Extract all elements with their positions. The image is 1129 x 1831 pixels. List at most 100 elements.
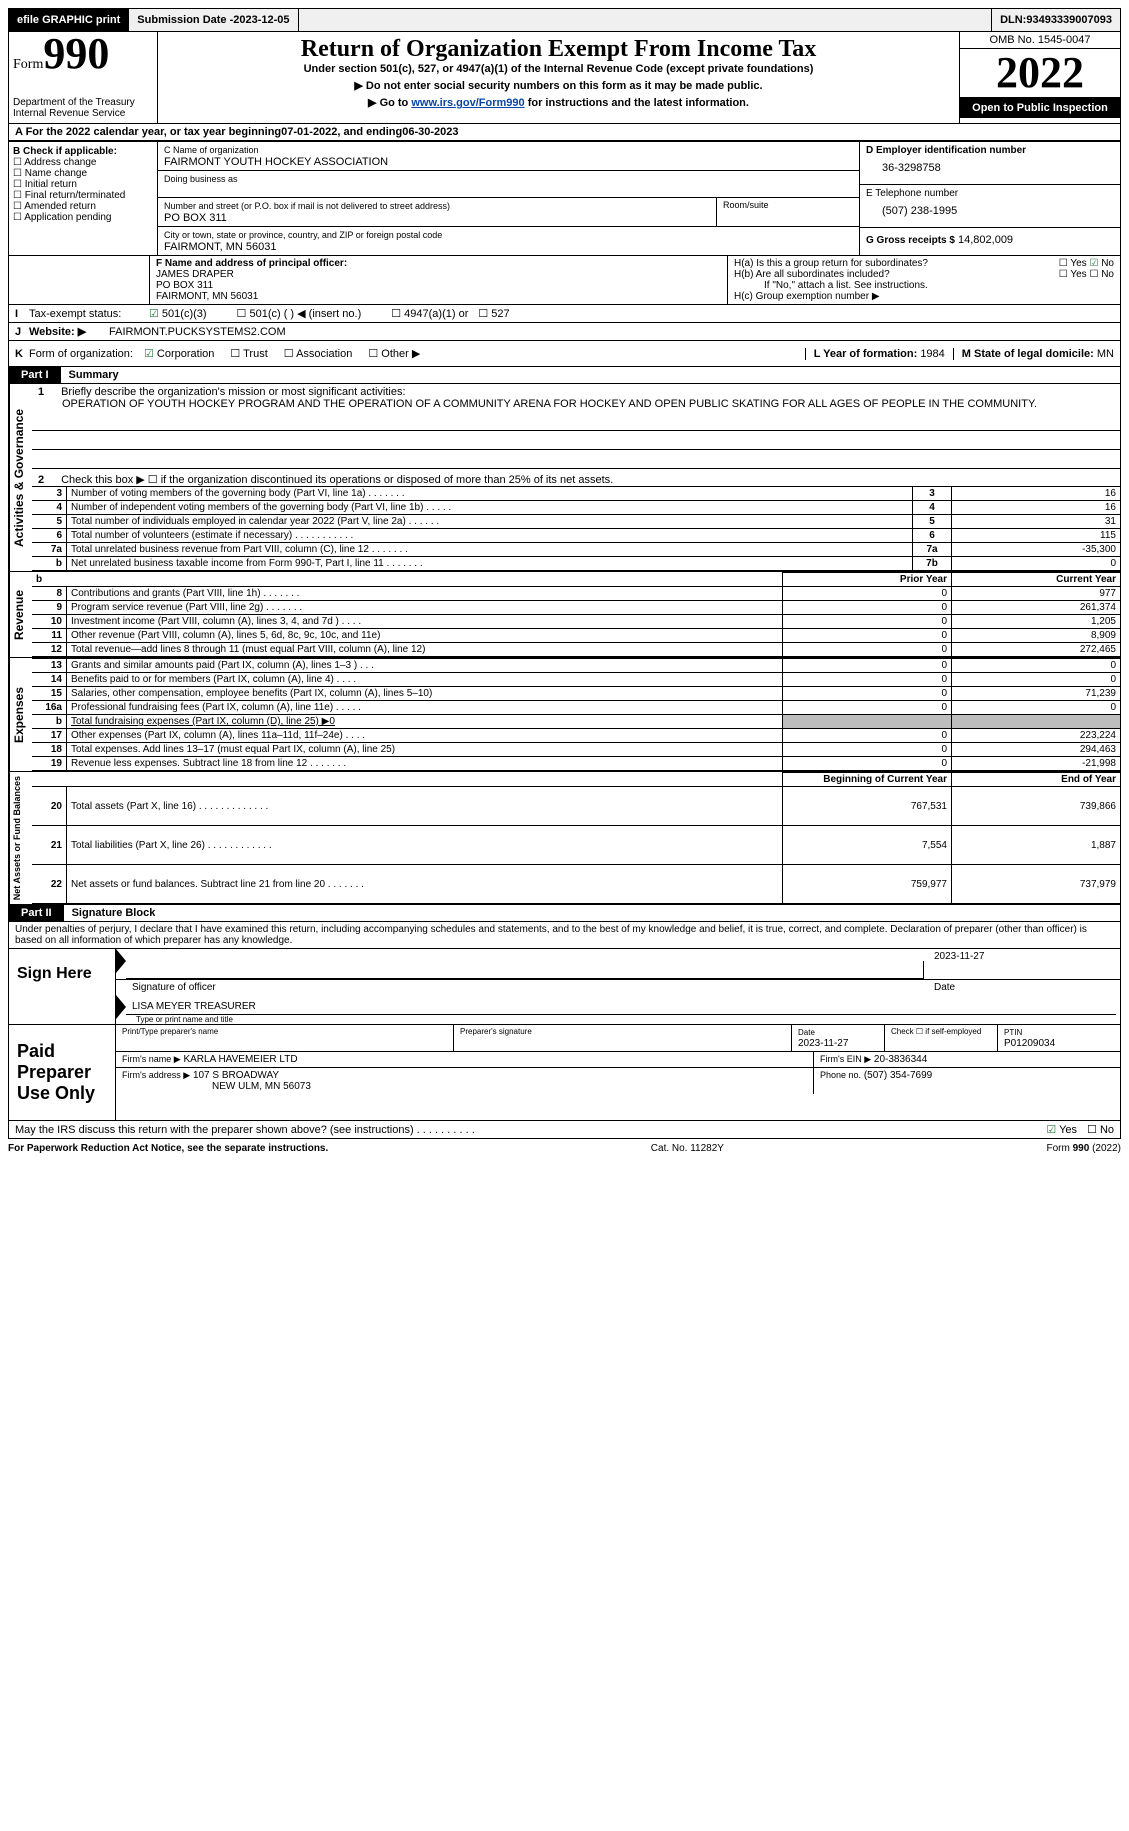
city-label: City or town, state or province, country…	[164, 230, 442, 240]
ssn-note: ▶ Do not enter social security numbers o…	[162, 79, 955, 92]
table-row: 6 Total number of volunteers (estimate i…	[32, 529, 1120, 543]
box-h: H(a) Is this a group return for subordin…	[727, 256, 1120, 304]
box-f: F Name and address of principal officer:…	[150, 256, 727, 304]
goto-post: for instructions and the latest informat…	[525, 97, 749, 109]
chk-name-change[interactable]: Name change	[13, 168, 87, 179]
chk-assoc[interactable]: Association	[284, 347, 353, 360]
mission-text: OPERATION OF YOUTH HOCKEY PROGRAM AND TH…	[38, 398, 1114, 410]
h-c-label: H(c) Group exemption number ▶	[734, 291, 1114, 302]
h-b-row: H(b) Are all subordinates included? Yes …	[734, 269, 1114, 280]
chk-501c3[interactable]: 501(c)(3)	[149, 307, 207, 320]
vtab-na: Net Assets or Fund Balances	[9, 772, 32, 904]
chk-4947[interactable]: 4947(a)(1) or	[391, 307, 468, 320]
part1-header: Part I Summary	[8, 367, 1121, 384]
discuss-yes[interactable]: Yes	[1046, 1123, 1077, 1136]
rev-table: b Prior Year Current Year 8 Contribution…	[32, 572, 1120, 657]
table-row: 14 Benefits paid to or for members (Part…	[32, 673, 1120, 687]
rev-section: Revenue b Prior Year Current Year 8 Cont…	[8, 571, 1121, 657]
ein-label: D Employer identification number	[866, 145, 1026, 156]
chk-amended-return[interactable]: Amended return	[13, 201, 96, 212]
q2-label: Check this box ▶ ☐ if the organization d…	[61, 474, 613, 486]
org-name-label: C Name of organization	[164, 145, 259, 155]
table-row: 12 Total revenue—add lines 8 through 11 …	[32, 643, 1120, 657]
header-right: OMB No. 1545-0047 2022 Open to Public In…	[959, 32, 1120, 123]
street-cell: Number and street (or P.O. box if mail i…	[158, 198, 859, 227]
sig-arrow-2	[116, 995, 126, 1015]
gross-value: 14,802,009	[958, 234, 1013, 246]
dln-cell: DLN: 93493339007093	[991, 9, 1120, 31]
city-value: FAIRMONT, MN 56031	[164, 241, 276, 253]
form-org-label: Form of organization:	[29, 348, 133, 360]
firm-name: KARLA HAVEMEIER LTD	[183, 1054, 297, 1065]
table-row: 18 Total expenses. Add lines 13–17 (must…	[32, 743, 1120, 757]
top-toolbar: efile GRAPHIC print Submission Date - 20…	[8, 8, 1121, 32]
goto-pre: ▶ Go to	[368, 97, 411, 109]
h-b-yes[interactable]: Yes	[1059, 269, 1087, 280]
officer-signature	[126, 961, 924, 979]
firm-ein-label: Firm's EIN ▶	[820, 1054, 871, 1064]
phone-label: E Telephone number	[866, 188, 958, 199]
hdr-boy: Beginning of Current Year	[783, 773, 952, 787]
firm-ein: 20-3836344	[874, 1054, 927, 1065]
website-label: Website: ▶	[29, 325, 109, 338]
gross-label: G Gross receipts $	[866, 235, 955, 246]
form-subtitle: Under section 501(c), 527, or 4947(a)(1)…	[162, 63, 955, 75]
table-row: b Net unrelated business taxable income …	[32, 557, 1120, 571]
dept-treasury: Department of the Treasury Internal Reve…	[13, 97, 153, 119]
dln-label: DLN:	[1000, 14, 1026, 26]
rev-header-row: b Prior Year Current Year	[32, 573, 1120, 587]
na-header-row: Beginning of Current Year End of Year	[32, 773, 1120, 787]
chk-final-return[interactable]: Final return/terminated	[13, 190, 125, 201]
printed-label: Type or print name and title	[116, 1015, 1120, 1024]
firm-ein-cell: Firm's EIN ▶ 20-3836344	[814, 1052, 1120, 1067]
l-cell: L Year of formation: 1984	[805, 348, 953, 360]
part2-title: Signature Block	[64, 905, 164, 921]
table-row: 7a Total unrelated business revenue from…	[32, 543, 1120, 557]
street-value: PO BOX 311	[164, 212, 227, 224]
chk-corp[interactable]: Corporation	[144, 347, 214, 360]
discuss-no[interactable]: No	[1087, 1123, 1114, 1136]
chk-address-change[interactable]: Address change	[13, 157, 96, 168]
j-letter: J	[15, 326, 29, 338]
sign-here-right: 2023-11-27 Signature of officer Date LIS…	[116, 949, 1120, 1024]
table-row: 20 Total assets (Part X, line 16) . . . …	[32, 787, 1120, 826]
chk-501c[interactable]: 501(c) ( ) ◀ (insert no.)	[237, 307, 362, 320]
chk-trust[interactable]: Trust	[230, 347, 267, 360]
chk-other[interactable]: Other ▶	[368, 347, 420, 360]
table-row: 3 Number of voting members of the govern…	[32, 487, 1120, 501]
fh-spacer	[9, 256, 150, 304]
entity-block: B Check if applicable: Address change Na…	[8, 141, 1121, 256]
pp-name-label: Print/Type preparer's name	[116, 1025, 454, 1051]
page-footer: For Paperwork Reduction Act Notice, see …	[8, 1139, 1121, 1158]
form-header: Form990 Department of the Treasury Inter…	[8, 32, 1121, 123]
h-a-yes[interactable]: Yes	[1059, 258, 1087, 269]
chk-application-pending[interactable]: Application pending	[13, 212, 112, 223]
officer-sig-labels: Signature of officer Date	[116, 980, 1120, 995]
h-b-no[interactable]: No	[1089, 269, 1114, 280]
exp-section: Expenses 13 Grants and similar amounts p…	[8, 657, 1121, 771]
pp-date-cell: Date2023-11-27	[792, 1025, 885, 1051]
m-cell: M State of legal domicile: MN	[953, 348, 1114, 360]
irs-link[interactable]: www.irs.gov/Form990	[411, 97, 524, 109]
pp-self-employed[interactable]: Check ☐ if self-employed	[885, 1025, 998, 1051]
officer-sig-line: 2023-11-27	[116, 949, 1120, 980]
part2-header: Part II Signature Block	[8, 905, 1121, 922]
tax-status-label: Tax-exempt status:	[29, 308, 149, 320]
exp-table: 13 Grants and similar amounts paid (Part…	[32, 658, 1120, 771]
h-a-no[interactable]: No	[1089, 258, 1114, 269]
printed-name: LISA MEYER TREASURER	[126, 995, 1116, 1015]
org-name: FAIRMONT YOUTH HOCKEY ASSOCIATION	[164, 156, 388, 168]
chk-initial-return[interactable]: Initial return	[13, 179, 77, 190]
efile-button[interactable]: efile GRAPHIC print	[9, 9, 129, 31]
officer-addr2: FAIRMONT, MN 56031	[156, 291, 258, 302]
street-inner: Number and street (or P.O. box if mail i…	[158, 198, 716, 226]
chk-527[interactable]: 527	[478, 307, 509, 320]
pp-row1: Print/Type preparer's name Preparer's si…	[116, 1025, 1120, 1052]
paid-preparer-label: Paid Preparer Use Only	[9, 1025, 116, 1120]
q2-row: 2 Check this box ▶ ☐ if the organization…	[32, 469, 1120, 486]
q1-row: 1 Briefly describe the organization's mi…	[32, 384, 1120, 412]
mission-blank2	[32, 431, 1120, 450]
sig-label-spacer	[116, 980, 126, 995]
m-label: M State of legal domicile:	[962, 348, 1094, 360]
discuss-label: May the IRS discuss this return with the…	[15, 1124, 1046, 1136]
